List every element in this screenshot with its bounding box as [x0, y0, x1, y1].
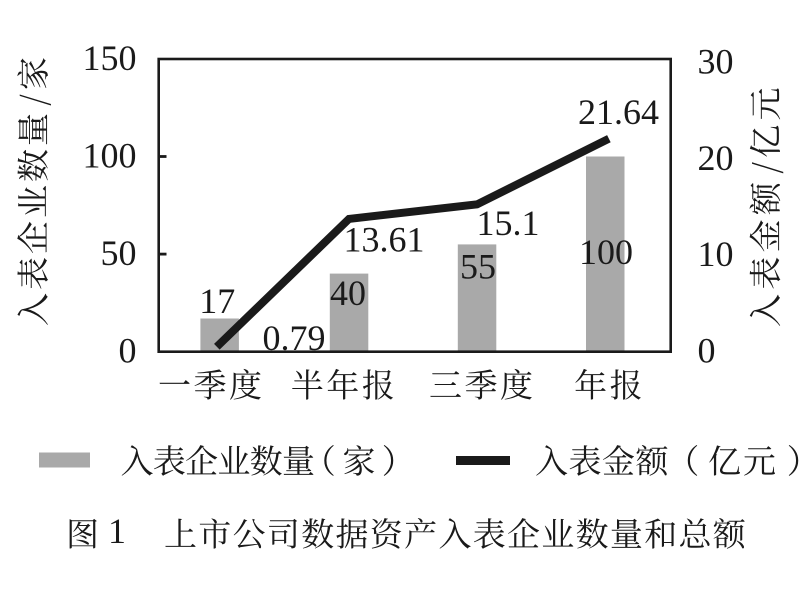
svg-text:21.64: 21.64: [578, 92, 659, 132]
svg-text:150: 150: [83, 38, 137, 78]
svg-text:30: 30: [698, 42, 734, 82]
svg-text:10: 10: [698, 234, 734, 274]
svg-text:20: 20: [698, 138, 734, 178]
svg-text:100: 100: [83, 136, 137, 176]
svg-text:55: 55: [460, 247, 496, 287]
svg-text:40: 40: [330, 273, 366, 313]
svg-text:17: 17: [199, 281, 235, 321]
svg-text:15.1: 15.1: [477, 203, 540, 243]
svg-text:100: 100: [579, 232, 633, 272]
svg-text:0.79: 0.79: [263, 318, 326, 358]
svg-text:50: 50: [101, 233, 137, 273]
svg-text:1: 1: [108, 511, 126, 551]
svg-text:0: 0: [698, 331, 716, 371]
svg-text:0: 0: [119, 331, 137, 371]
svg-text:13.61: 13.61: [344, 220, 425, 260]
